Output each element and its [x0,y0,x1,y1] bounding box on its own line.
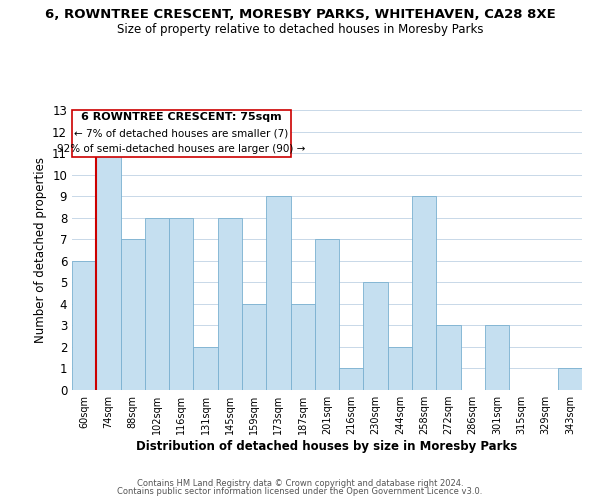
Bar [558,368,582,390]
Text: 6, ROWNTREE CRESCENT, MORESBY PARKS, WHITEHAVEN, CA28 8XE: 6, ROWNTREE CRESCENT, MORESBY PARKS, WHI… [44,8,556,20]
Text: 92% of semi-detached houses are larger (90) →: 92% of semi-detached houses are larger (… [57,144,305,154]
Bar [242,304,266,390]
Text: ← 7% of detached houses are smaller (7): ← 7% of detached houses are smaller (7) [74,129,289,139]
Bar [485,326,509,390]
Text: Contains public sector information licensed under the Open Government Licence v3: Contains public sector information licen… [118,487,482,496]
Text: Size of property relative to detached houses in Moresby Parks: Size of property relative to detached ho… [117,22,483,36]
Bar [72,261,96,390]
Text: 6 ROWNTREE CRESCENT: 75sqm: 6 ROWNTREE CRESCENT: 75sqm [81,112,281,122]
X-axis label: Distribution of detached houses by size in Moresby Parks: Distribution of detached houses by size … [136,440,518,453]
Bar [364,282,388,390]
Bar [388,347,412,390]
Bar [436,326,461,390]
Bar [412,196,436,390]
Bar [145,218,169,390]
Y-axis label: Number of detached properties: Number of detached properties [34,157,47,343]
Bar [169,218,193,390]
Bar [339,368,364,390]
Bar [96,153,121,390]
Bar [290,304,315,390]
Bar [121,239,145,390]
Bar [315,239,339,390]
Text: Contains HM Land Registry data © Crown copyright and database right 2024.: Contains HM Land Registry data © Crown c… [137,478,463,488]
Bar [193,347,218,390]
Bar [218,218,242,390]
Bar [266,196,290,390]
